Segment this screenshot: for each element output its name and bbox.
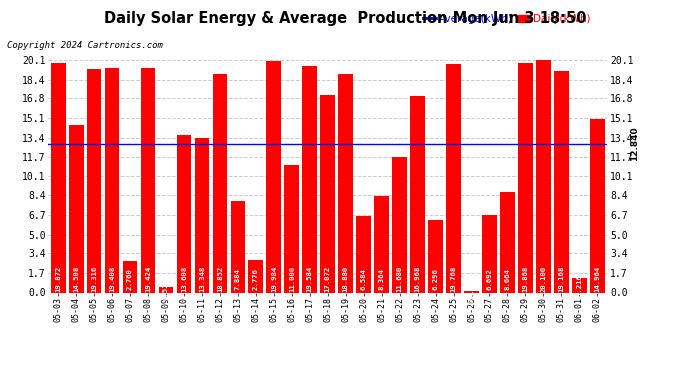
Text: 13.608: 13.608: [181, 266, 187, 292]
Text: 0.116: 0.116: [469, 281, 475, 303]
Text: 2.760: 2.760: [127, 268, 133, 290]
Text: 8.364: 8.364: [379, 268, 384, 290]
Text: Daily Solar Energy & Average  Production Mon Jun 3 18:50: Daily Solar Energy & Average Production …: [104, 11, 586, 26]
Text: 19.868: 19.868: [522, 266, 529, 292]
Bar: [356, 216, 371, 292]
Bar: [266, 62, 282, 292]
Text: 13.348: 13.348: [199, 266, 205, 292]
Bar: [105, 68, 119, 292]
Text: 18.852: 18.852: [217, 266, 223, 292]
Text: 19.408: 19.408: [109, 266, 115, 292]
Text: 6.692: 6.692: [486, 268, 493, 290]
Text: 19.168: 19.168: [558, 266, 564, 292]
Text: 8.664: 8.664: [504, 268, 511, 290]
Bar: [302, 66, 317, 292]
Bar: [159, 286, 173, 292]
Text: Copyright 2024 Cartronics.com: Copyright 2024 Cartronics.com: [7, 41, 163, 50]
Bar: [393, 158, 407, 292]
Bar: [411, 96, 425, 292]
Text: 18.880: 18.880: [343, 266, 348, 292]
Bar: [554, 71, 569, 292]
Legend: Average(kWh), Daily(kWh): Average(kWh), Daily(kWh): [423, 14, 591, 24]
Bar: [590, 119, 604, 292]
Text: 1.216: 1.216: [576, 274, 582, 296]
Text: 0.512: 0.512: [163, 279, 169, 300]
Bar: [51, 63, 66, 292]
Text: 19.768: 19.768: [451, 266, 457, 292]
Bar: [500, 192, 515, 292]
Bar: [572, 278, 586, 292]
Bar: [446, 64, 461, 292]
Bar: [69, 124, 83, 292]
Text: 19.424: 19.424: [145, 266, 151, 292]
Text: 7.884: 7.884: [235, 268, 241, 290]
Text: 11.680: 11.680: [397, 266, 403, 292]
Bar: [518, 63, 533, 292]
Bar: [123, 261, 137, 292]
Text: 12.840: 12.840: [629, 127, 638, 161]
Bar: [87, 69, 101, 292]
Bar: [338, 74, 353, 292]
Text: 14.508: 14.508: [73, 266, 79, 292]
Bar: [536, 60, 551, 292]
Text: 2.776: 2.776: [253, 268, 259, 290]
Bar: [320, 95, 335, 292]
Text: 6.584: 6.584: [361, 268, 366, 290]
Bar: [482, 215, 497, 292]
Text: 17.072: 17.072: [325, 266, 331, 292]
Bar: [177, 135, 191, 292]
Bar: [141, 68, 155, 292]
Text: 6.296: 6.296: [433, 268, 439, 290]
Bar: [195, 138, 209, 292]
Bar: [284, 165, 299, 292]
Text: 20.100: 20.100: [540, 266, 546, 292]
Bar: [374, 196, 389, 292]
Bar: [428, 220, 443, 292]
Text: 19.984: 19.984: [271, 266, 277, 292]
Text: 19.872: 19.872: [55, 266, 61, 292]
Text: 14.964: 14.964: [594, 266, 600, 292]
Bar: [464, 291, 479, 292]
Bar: [213, 74, 227, 292]
Text: 11.000: 11.000: [289, 266, 295, 292]
Bar: [230, 201, 245, 292]
Text: 19.584: 19.584: [307, 266, 313, 292]
Text: 19.316: 19.316: [91, 266, 97, 292]
Bar: [248, 260, 263, 292]
Text: 16.968: 16.968: [415, 266, 421, 292]
